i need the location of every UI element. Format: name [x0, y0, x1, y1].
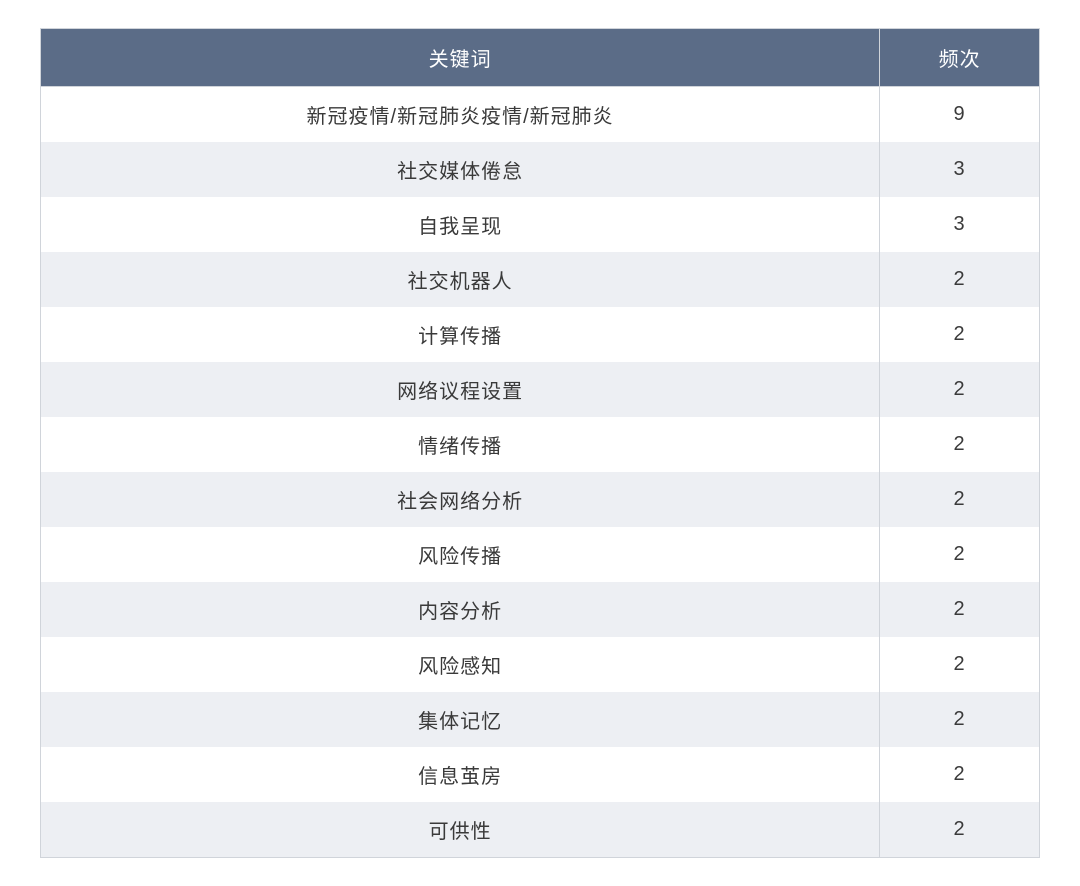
cell-keyword: 社交媒体倦怠 — [41, 142, 880, 197]
cell-freq: 2 — [880, 252, 1040, 307]
table-row: 计算传播 2 — [41, 307, 1040, 362]
cell-freq: 2 — [880, 417, 1040, 472]
table-row: 网络议程设置 2 — [41, 362, 1040, 417]
table-row: 社交媒体倦怠 3 — [41, 142, 1040, 197]
cell-keyword: 社交机器人 — [41, 252, 880, 307]
cell-freq: 2 — [880, 802, 1040, 858]
cell-keyword: 新冠疫情/新冠肺炎疫情/新冠肺炎 — [41, 87, 880, 143]
cell-keyword: 信息茧房 — [41, 747, 880, 802]
table-row: 新冠疫情/新冠肺炎疫情/新冠肺炎 9 — [41, 87, 1040, 143]
table-row: 情绪传播 2 — [41, 417, 1040, 472]
cell-freq: 3 — [880, 142, 1040, 197]
cell-keyword: 自我呈现 — [41, 197, 880, 252]
table-row: 自我呈现 3 — [41, 197, 1040, 252]
table-row: 可供性 2 — [41, 802, 1040, 858]
cell-freq: 2 — [880, 582, 1040, 637]
table-header-row: 关键词 频次 — [41, 29, 1040, 87]
cell-freq: 2 — [880, 692, 1040, 747]
cell-keyword: 可供性 — [41, 802, 880, 858]
table-row: 社交机器人 2 — [41, 252, 1040, 307]
cell-keyword: 风险传播 — [41, 527, 880, 582]
cell-freq: 2 — [880, 527, 1040, 582]
cell-freq: 3 — [880, 197, 1040, 252]
table-row: 社会网络分析 2 — [41, 472, 1040, 527]
cell-freq: 2 — [880, 747, 1040, 802]
cell-freq: 2 — [880, 472, 1040, 527]
table-row: 集体记忆 2 — [41, 692, 1040, 747]
cell-keyword: 风险感知 — [41, 637, 880, 692]
table-row: 信息茧房 2 — [41, 747, 1040, 802]
header-keyword: 关键词 — [41, 29, 880, 87]
cell-keyword: 网络议程设置 — [41, 362, 880, 417]
table-row: 风险感知 2 — [41, 637, 1040, 692]
cell-freq: 2 — [880, 307, 1040, 362]
cell-freq: 2 — [880, 362, 1040, 417]
table-row: 内容分析 2 — [41, 582, 1040, 637]
cell-freq: 9 — [880, 87, 1040, 143]
cell-freq: 2 — [880, 637, 1040, 692]
cell-keyword: 社会网络分析 — [41, 472, 880, 527]
cell-keyword: 内容分析 — [41, 582, 880, 637]
header-frequency: 频次 — [880, 29, 1040, 87]
keyword-frequency-table: 关键词 频次 新冠疫情/新冠肺炎疫情/新冠肺炎 9 社交媒体倦怠 3 自我呈现 … — [40, 28, 1040, 858]
table-row: 风险传播 2 — [41, 527, 1040, 582]
cell-keyword: 集体记忆 — [41, 692, 880, 747]
cell-keyword: 情绪传播 — [41, 417, 880, 472]
cell-keyword: 计算传播 — [41, 307, 880, 362]
